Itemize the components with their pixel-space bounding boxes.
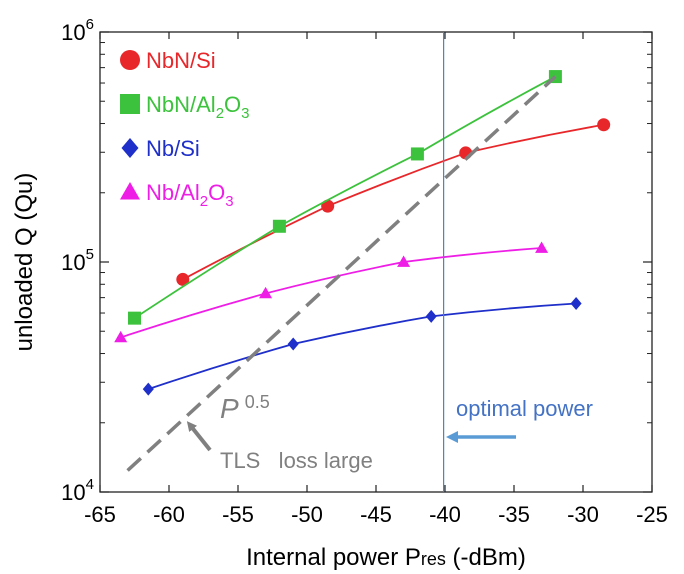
x-tick-label: -40 <box>429 502 461 527</box>
legend-label: Nb/Si <box>146 136 200 161</box>
x-tick-label: -65 <box>84 502 116 527</box>
tls-arrow <box>186 421 212 452</box>
x-tick-label: -55 <box>222 502 254 527</box>
optimal-power-label: optimal power <box>456 396 593 421</box>
data-point <box>142 382 154 396</box>
x-axis-label: Internal power Pres (-dBm) <box>246 544 526 571</box>
legend: NbN/Si NbN/Al2O3 Nb/Si Nb/Al2O3 <box>120 48 250 210</box>
legend-label: NbN/Si <box>146 48 216 73</box>
data-point <box>287 337 299 351</box>
series-nbn-si <box>176 118 611 286</box>
legend-entry: Nb/Si <box>121 136 200 161</box>
x-tick-label: -30 <box>567 502 599 527</box>
data-point <box>114 330 128 343</box>
x-tick-label: -35 <box>498 502 530 527</box>
data-point <box>535 241 549 253</box>
data-point <box>120 94 140 114</box>
data-point <box>120 182 140 200</box>
x-tick-label: -45 <box>360 502 392 527</box>
x-tick-label: -60 <box>153 502 185 527</box>
series-line <box>182 123 604 281</box>
data-point <box>425 309 437 323</box>
y-tick-label: 105 <box>61 246 94 275</box>
annotation-layer: P 0.5 TLS loss large optimal power <box>126 32 593 492</box>
y-axis-label: unloaded Q (Qu) <box>11 173 38 352</box>
data-point <box>410 147 424 161</box>
data-point <box>121 138 139 158</box>
data-point <box>259 286 273 299</box>
legend-entry: NbN/Si <box>120 48 216 73</box>
data-point <box>597 118 611 132</box>
data-point <box>176 272 190 286</box>
y-tick-label: 106 <box>61 16 94 45</box>
series-line <box>120 247 542 339</box>
series-line <box>148 302 577 391</box>
x-tick-label: -25 <box>636 502 668 527</box>
series-line <box>134 75 556 319</box>
data-point <box>397 255 411 267</box>
legend-entry: Nb/Al2O3 <box>120 180 234 210</box>
data-point <box>128 311 141 325</box>
series-layer <box>114 70 611 396</box>
axes-layer: -65 -60 -55 -50 -45 -40 -35 -30 -25 104 105 106 Inte… <box>11 16 668 571</box>
data-point <box>321 199 335 213</box>
legend-label: NbN/Al2O3 <box>146 92 250 122</box>
slope-label: P 0.5 <box>220 392 270 424</box>
tls-slope-line <box>126 75 557 472</box>
tls-label: TLS loss large <box>220 448 373 473</box>
series-nb-al2o3 <box>114 241 549 343</box>
data-point <box>272 219 286 233</box>
legend-entry: NbN/Al2O3 <box>120 92 250 122</box>
data-point <box>120 50 140 70</box>
series-nb-si <box>142 297 582 396</box>
data-point <box>570 297 582 311</box>
y-tick-label: 104 <box>61 476 94 505</box>
legend-label: Nb/Al2O3 <box>146 180 234 210</box>
x-tick-label: -50 <box>291 502 323 527</box>
